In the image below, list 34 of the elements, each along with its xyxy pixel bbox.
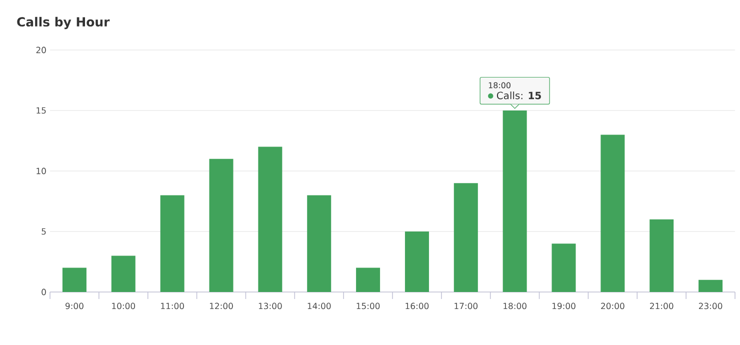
x-tick-label: 20:00 — [601, 302, 624, 310]
x-tick-label: 9:00 — [65, 302, 84, 310]
y-tick-label: 5 — [42, 228, 46, 235]
bar — [698, 280, 723, 292]
y-tick-label: 10 — [36, 168, 46, 174]
bar — [650, 219, 674, 292]
x-tick-label: 13:00 — [258, 302, 282, 310]
bar — [258, 146, 282, 292]
bar — [356, 268, 380, 292]
x-tick-label: 15:00 — [356, 302, 380, 310]
bar — [111, 256, 136, 292]
x-tick-label: 12:00 — [210, 302, 233, 310]
y-tick-label: 0 — [42, 288, 46, 296]
x-tick-label: 16:00 — [406, 302, 429, 310]
annotation: Calls: 15 — [496, 92, 541, 100]
x-tick-label: 14:00 — [308, 302, 331, 310]
y-tick-label: 15 — [36, 107, 46, 114]
x-tick-label: 19:00 — [552, 302, 576, 310]
x-tick-label: 21:00 — [650, 302, 674, 310]
bar — [160, 195, 184, 292]
bar — [209, 158, 234, 292]
y-tick-label: 20 — [36, 46, 46, 54]
x-tick-label: 18:00 — [504, 302, 526, 310]
x-tick-label: 17:00 — [454, 302, 478, 310]
x-tick-label: 23:00 — [698, 302, 722, 310]
bar — [62, 268, 86, 292]
chart-title: Calls by Hour — [17, 16, 110, 30]
bar — [454, 183, 478, 292]
bar — [404, 232, 429, 292]
bar — [600, 134, 625, 292]
x-tick-label: 10:00 — [112, 302, 136, 310]
x-tick-label: 11:00 — [161, 302, 184, 310]
bar — [552, 244, 576, 292]
bar — [307, 195, 332, 292]
